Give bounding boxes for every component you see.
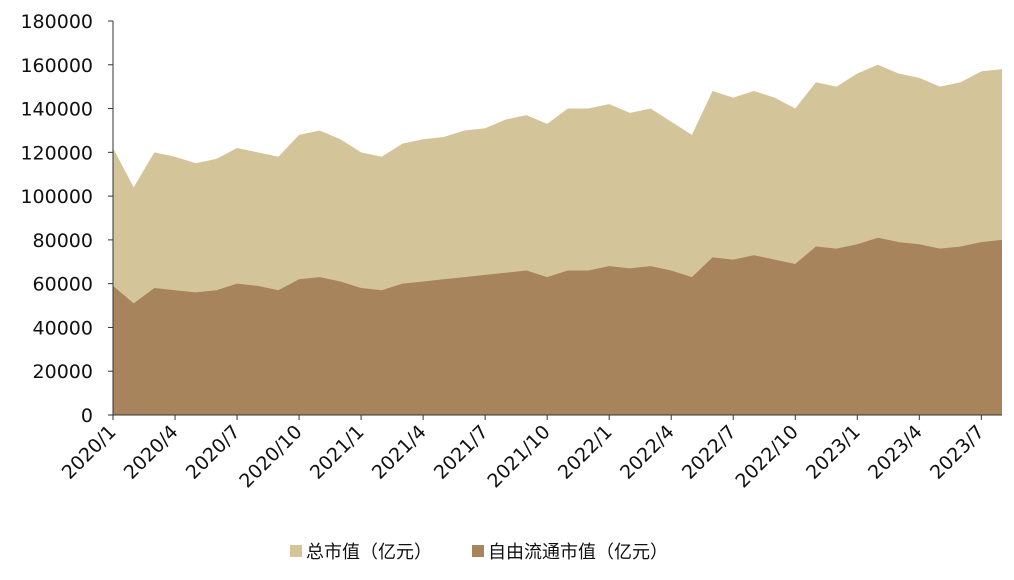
y-tick-label: 40000 bbox=[33, 317, 93, 339]
legend-label: 自由流通市值（亿元） bbox=[488, 542, 668, 563]
x-tick-label: 2023/4 bbox=[864, 421, 927, 484]
area bbox=[113, 237, 1002, 415]
x-tick-label: 2023/1 bbox=[802, 421, 865, 484]
x-tick-label: 2021/10 bbox=[483, 421, 554, 492]
x-tick-label: 2020/1 bbox=[58, 421, 121, 484]
y-tick-label: 180000 bbox=[20, 11, 93, 33]
x-tick-label: 2022/4 bbox=[616, 421, 679, 484]
x-tick-label: 2022/10 bbox=[731, 421, 802, 492]
x-tick-label: 2021/7 bbox=[430, 421, 493, 484]
y-tick-label: 20000 bbox=[33, 361, 93, 383]
x-tick-label: 2020/4 bbox=[120, 421, 183, 484]
x-tick-label: 2020/7 bbox=[182, 421, 245, 484]
y-tick-label: 0 bbox=[81, 405, 93, 427]
legend-label: 总市值（亿元） bbox=[306, 542, 432, 563]
y-tick-label: 80000 bbox=[33, 230, 93, 252]
x-tick-label: 2022/1 bbox=[554, 421, 617, 484]
x-tick-label: 2021/4 bbox=[368, 421, 431, 484]
y-tick-label: 120000 bbox=[20, 142, 93, 164]
y-tick-label: 60000 bbox=[33, 274, 93, 296]
legend: 总市值（亿元） 自由流通市值（亿元） bbox=[290, 542, 668, 563]
x-tick-label: 2021/1 bbox=[306, 421, 369, 484]
y-tick-label: 160000 bbox=[20, 55, 93, 77]
y-tick-label: 100000 bbox=[20, 186, 93, 208]
y-tick-label: 140000 bbox=[20, 99, 93, 121]
x-tick-label: 2023/7 bbox=[926, 421, 989, 484]
legend-swatch bbox=[472, 545, 484, 557]
x-tick-label: 2020/10 bbox=[235, 421, 306, 492]
legend-swatch bbox=[290, 545, 302, 557]
x-tick-label: 2022/7 bbox=[678, 421, 741, 484]
